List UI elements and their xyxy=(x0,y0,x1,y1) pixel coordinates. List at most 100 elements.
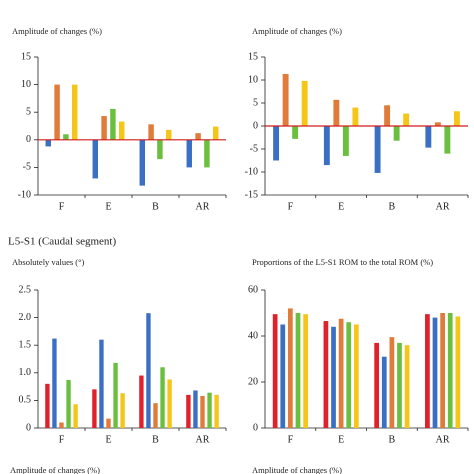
bar xyxy=(63,134,69,140)
y-tick-label: 60 xyxy=(248,284,258,295)
y-tick-label: 0 xyxy=(253,422,258,433)
bar xyxy=(52,338,57,428)
bar xyxy=(45,139,52,147)
bar xyxy=(204,139,210,168)
bar xyxy=(54,84,60,140)
bar xyxy=(292,126,299,139)
y-tick-label: 0 xyxy=(253,120,258,131)
bar xyxy=(432,317,438,428)
bar xyxy=(92,139,99,179)
y-tick-label: -5 xyxy=(250,143,258,154)
y-tick-label: 0.5 xyxy=(19,395,32,406)
bar xyxy=(110,108,116,140)
x-tick-label: B xyxy=(152,201,159,212)
chart-title: Proportions of the L5-S1 ROM to the tota… xyxy=(252,257,433,267)
bar xyxy=(303,314,308,428)
x-tick-label: AR xyxy=(196,201,210,212)
y-tick-label: 15 xyxy=(21,51,31,62)
bar xyxy=(374,126,381,173)
bar xyxy=(118,121,125,140)
bar xyxy=(384,105,391,126)
bar xyxy=(165,129,172,140)
bar xyxy=(66,379,71,428)
bar xyxy=(397,342,402,428)
bar xyxy=(106,418,111,428)
cut-title: Amplitude of changes (%) xyxy=(252,465,342,474)
y-tick-label: 5 xyxy=(253,97,258,108)
x-tick-label: F xyxy=(59,434,65,445)
bar xyxy=(59,422,64,428)
bar xyxy=(113,362,118,428)
x-tick-label: E xyxy=(338,201,344,212)
y-tick-label: 2.0 xyxy=(19,312,32,323)
bar xyxy=(381,356,387,428)
bar xyxy=(212,126,219,140)
bar xyxy=(342,126,349,156)
y-tick-label: -10 xyxy=(18,189,31,200)
y-tick-label: -15 xyxy=(245,189,258,200)
bar xyxy=(272,314,278,428)
bar xyxy=(157,139,163,160)
bar xyxy=(323,126,330,166)
bar xyxy=(444,126,451,154)
bar xyxy=(295,313,301,428)
bar xyxy=(404,345,410,428)
bar xyxy=(207,392,212,428)
y-tick-label: 1.5 xyxy=(19,339,32,350)
chart-title: Absolutely values (°) xyxy=(12,257,84,267)
bar xyxy=(73,404,78,428)
bar xyxy=(353,324,359,428)
bar xyxy=(148,124,154,140)
bar xyxy=(389,337,395,428)
bar xyxy=(393,126,400,141)
bar xyxy=(280,324,286,428)
x-tick-label: B xyxy=(389,434,396,445)
y-tick-label: -5 xyxy=(23,162,31,173)
bar xyxy=(453,111,460,126)
bar xyxy=(71,84,78,140)
y-tick-label: 0 xyxy=(26,422,31,433)
bar xyxy=(403,113,410,126)
bar xyxy=(139,139,146,186)
bar xyxy=(331,326,336,428)
chart-title: Amplitude of changes (%) xyxy=(12,26,102,36)
bar xyxy=(323,321,329,428)
x-tick-label: B xyxy=(389,201,396,212)
bar xyxy=(101,116,107,140)
x-tick-label: E xyxy=(105,201,111,212)
bar xyxy=(92,389,97,428)
bar xyxy=(167,379,172,428)
cut-title: Amplitude of changes (%) xyxy=(10,465,100,474)
x-tick-label: AR xyxy=(436,201,450,212)
bar xyxy=(447,313,453,428)
y-tick-label: 10 xyxy=(248,74,258,85)
bar xyxy=(374,342,380,428)
bar xyxy=(425,126,432,148)
bar xyxy=(45,383,50,428)
y-tick-label: 15 xyxy=(248,51,258,62)
y-tick-label: 2.5 xyxy=(19,284,32,295)
bar xyxy=(425,314,430,428)
bar xyxy=(146,313,151,428)
chart-title: Amplitude of changes (%) xyxy=(252,26,342,36)
x-tick-label: F xyxy=(288,201,294,212)
x-tick-label: E xyxy=(105,434,111,445)
y-tick-label: 5 xyxy=(26,106,31,117)
bar xyxy=(186,139,193,168)
bar xyxy=(273,126,280,161)
bar xyxy=(282,74,289,126)
section-title: L5-S1 (Caudal segment) xyxy=(8,236,116,248)
bar xyxy=(440,313,445,428)
bar xyxy=(338,318,344,428)
y-tick-label: -10 xyxy=(245,166,258,177)
y-tick-label: 1.0 xyxy=(19,367,32,378)
bar xyxy=(214,394,219,428)
x-tick-label: AR xyxy=(196,434,210,445)
bar xyxy=(434,122,441,126)
bar xyxy=(120,393,125,428)
x-tick-label: F xyxy=(288,434,294,445)
bar xyxy=(455,316,461,428)
bar xyxy=(160,367,165,428)
